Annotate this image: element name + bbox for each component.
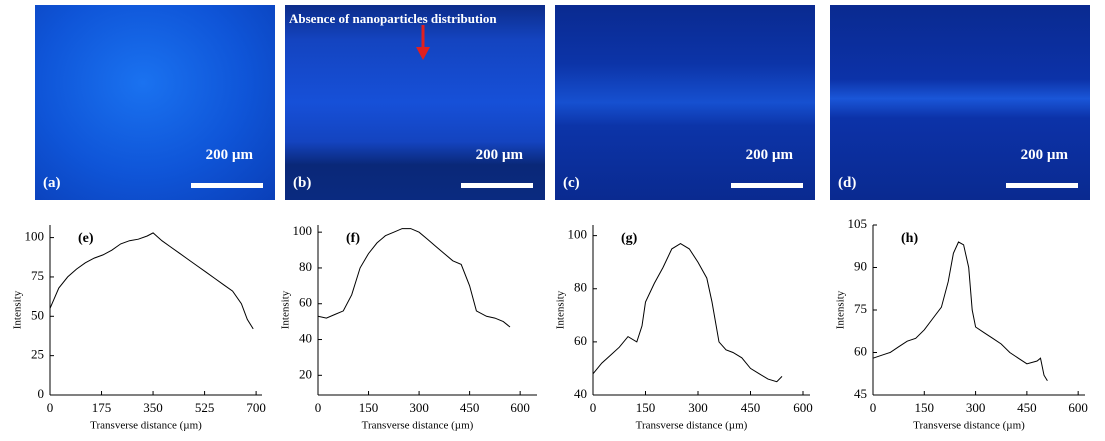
x-tick-label: 600 [510,400,530,415]
x-axis-label: Transverse distance (µm) [362,420,474,432]
y-tick-label: 100 [293,223,313,238]
line [592,243,783,383]
y-tick-label: 20 [299,366,312,381]
y-tick-label: 105 [848,216,868,231]
image-c: (c) 200 µm [555,5,815,200]
x-tick-label: 150 [359,400,379,415]
panel-label: (g) [621,231,638,246]
x-tick-label: 150 [915,400,935,415]
x-tick-label: 175 [92,400,112,415]
scale-bar-label: 200 µm [745,147,793,163]
image-a: (a) 200 µm [35,5,275,200]
y-tick-label: 80 [299,259,312,274]
y-tick-label: 25 [31,347,44,362]
panel-label: (e) [78,231,94,246]
y-axis-label: Intensity [555,290,567,329]
x-tick-label: 300 [409,400,429,415]
image-d: (d) 200 µm [830,5,1090,200]
y-tick-label: 75 [31,268,44,283]
y-tick-label: 60 [574,333,587,348]
panel-label: (h) [901,231,918,246]
x-tick-label: 350 [143,400,163,415]
y-tick-label: 45 [854,386,867,401]
y-tick-label: 100 [568,227,588,242]
x-tick-label: 0 [590,400,597,415]
x-axis-label: Transverse distance (µm) [913,420,1025,432]
scale-bar-label: 200 µm [205,147,253,163]
y-axis-label: Intensity [12,290,24,329]
x-tick-label: 525 [195,400,215,415]
arrow [416,25,430,60]
y-tick-label: 100 [25,229,45,244]
image-b: Absence of nanoparticles distribution (b… [285,5,545,200]
y-tick-label: 90 [854,258,867,273]
scale-bar [1006,183,1078,188]
y-tick-label: 40 [574,386,587,401]
panel-label: (d) [838,175,857,191]
panel-label: (c) [563,175,580,191]
x-tick-label: 300 [966,400,986,415]
x-tick-label: 600 [793,400,813,415]
y-tick-label: 60 [854,343,867,358]
x-tick-label: 450 [741,400,761,415]
x-tick-label: 600 [1068,400,1088,415]
y-tick-label: 50 [31,307,44,322]
scale-bar [461,183,533,188]
y-tick-label: 0 [38,386,45,401]
x-tick-label: 450 [460,400,480,415]
panel-label: (b) [293,175,312,191]
scale-bar [731,183,803,188]
scale-bar-label: 200 µm [1020,147,1068,163]
x-tick-label: 300 [688,400,708,415]
x-tick-label: 150 [636,400,656,415]
y-tick-label: 60 [299,295,312,310]
y-tick-label: 75 [854,301,867,316]
y-tick-label: 80 [574,280,587,295]
scale-bar-label: 200 µm [475,147,523,163]
line [317,228,511,328]
x-axis-label: Transverse distance (µm) [636,420,748,432]
scale-bar [191,183,263,188]
x-tick-label: 0 [47,400,54,415]
panel-label: (f) [346,231,360,246]
x-tick-label: 0 [870,400,877,415]
x-tick-label: 450 [1017,400,1037,415]
x-tick-label: 700 [246,400,266,415]
y-axis-label: Intensity [835,290,847,329]
y-axis-label: Intensity [280,290,292,329]
x-axis-label: Transverse distance (µm) [90,420,202,432]
line [49,232,254,330]
annotation: Absence of nanoparticles distribution [289,11,497,26]
line [872,241,1048,382]
panel-label: (a) [43,175,61,191]
x-tick-label: 0 [315,400,322,415]
y-tick-label: 40 [299,331,312,346]
